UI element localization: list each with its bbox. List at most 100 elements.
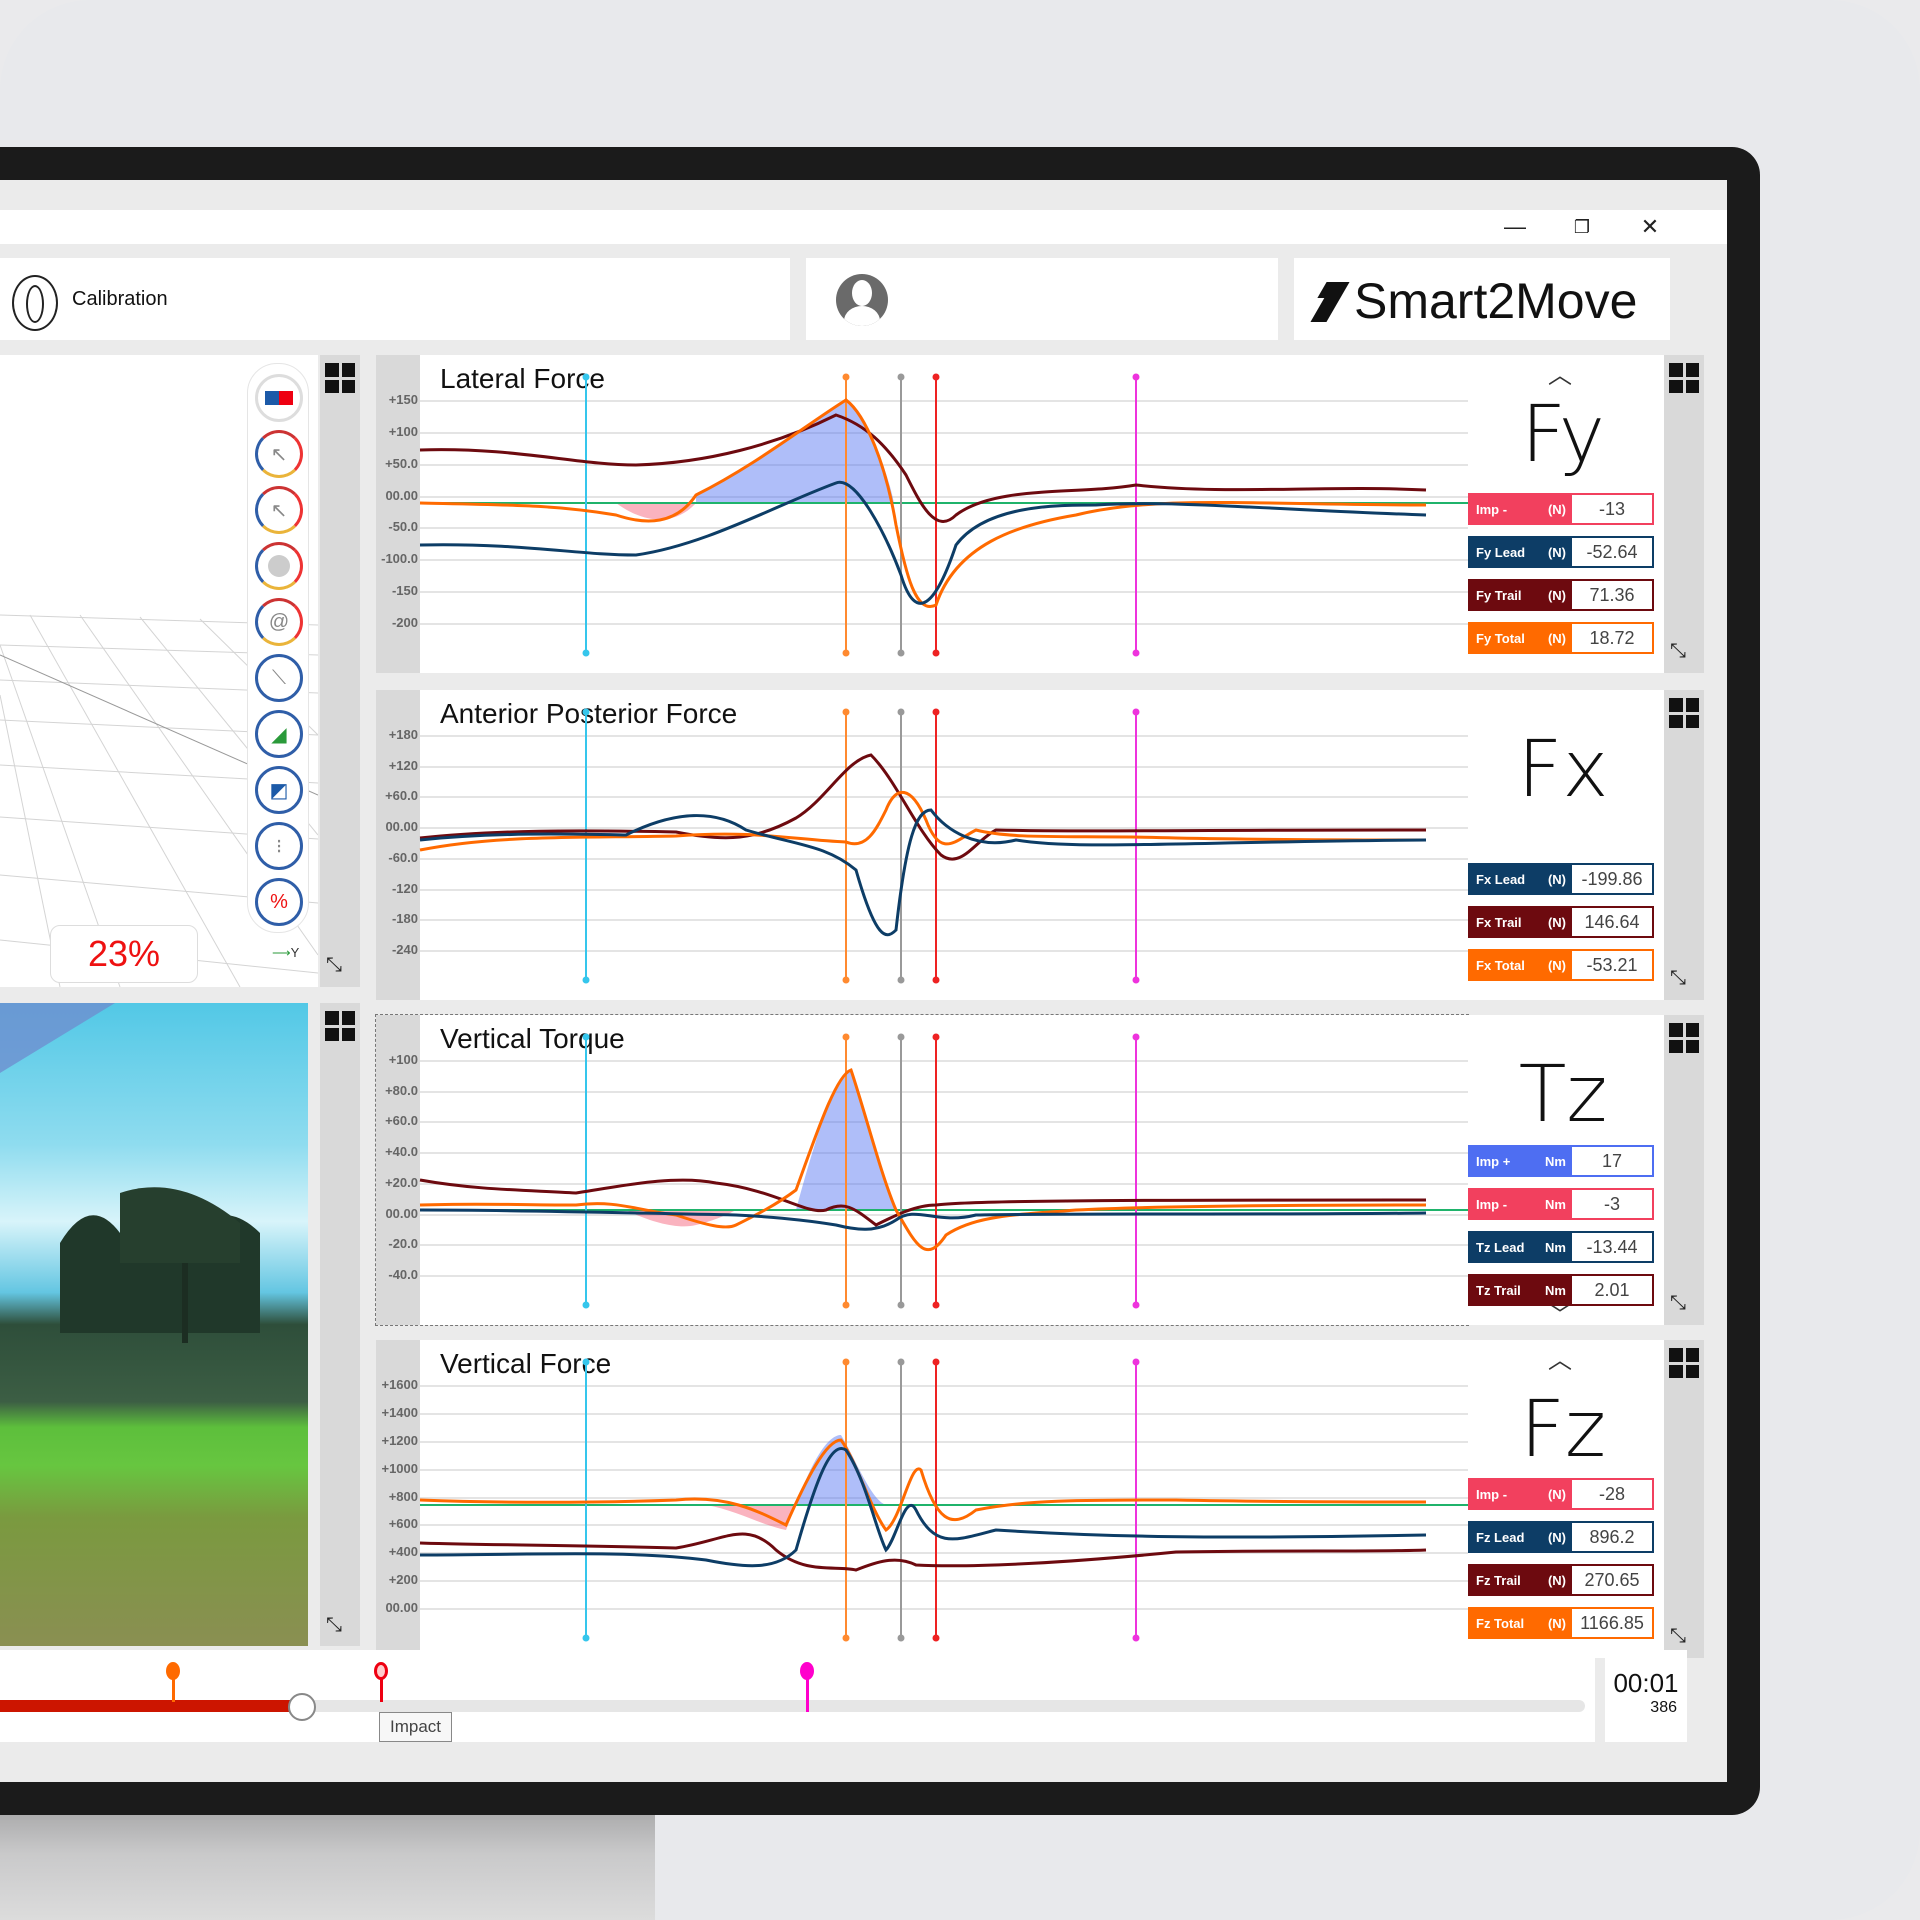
y-tick-label: +400: [388, 1544, 418, 1560]
chart-panel-tz[interactable]: Vertical Torque +100 +80.0 +60.0 +40.0 +20.0 0…: [375, 1014, 1469, 1326]
timeline[interactable]: Impact: [0, 1650, 1595, 1742]
grid-line: [420, 1608, 1468, 1610]
calibration-bar[interactable]: Calibration: [0, 258, 790, 340]
axis-symbol: Tz: [1518, 1050, 1608, 1140]
value-number: 270.65: [1572, 1566, 1652, 1594]
y-tick-label: -40.0: [388, 1267, 418, 1282]
y-tick-label: +80.0: [385, 1082, 418, 1098]
chart-side-strip: ⤡: [1664, 690, 1704, 1000]
y-tick-label: +1200: [381, 1432, 418, 1448]
minimize-button[interactable]: —: [1504, 214, 1526, 239]
value-unit: (N): [1547, 1572, 1566, 1588]
grid-line: [420, 888, 1468, 891]
value-number: 17: [1572, 1147, 1652, 1175]
video-frame: [0, 1003, 260, 1343]
value-unit: (N): [1547, 914, 1566, 930]
force-arrow-icon[interactable]: ↖: [255, 430, 303, 478]
segment-icon[interactable]: ⟍: [255, 654, 303, 702]
frame-value: 386: [1650, 1699, 1677, 1716]
grid-line: [420, 827, 1468, 830]
finish-marker[interactable]: [800, 1662, 814, 1712]
chart-panel-fy[interactable]: Lateral Force +150 +100 +50.0 00.00 -50.0 -100…: [376, 355, 1468, 673]
value-unit: (N): [1547, 1615, 1566, 1631]
value-number: -13: [1572, 495, 1652, 523]
layout-grid-icon[interactable]: [1669, 1023, 1699, 1053]
grid-line: [420, 950, 1468, 952]
chevron-up-icon[interactable]: ︿: [1548, 1347, 1572, 1374]
y-tick-label: -200: [391, 615, 418, 630]
close-button[interactable]: ✕: [1640, 214, 1660, 239]
value-row-total: Fy Total (N) 18.72: [1468, 622, 1654, 654]
value-number: 71.36: [1572, 581, 1652, 609]
value-label: Imp -: [1476, 1196, 1508, 1212]
expand-icon[interactable]: ⤡: [1670, 967, 1686, 989]
expand-icon[interactable]: ⤡: [326, 954, 342, 976]
impact-marker[interactable]: [374, 1662, 388, 1702]
value-row-imp_neg: Imp - Nm -3: [1468, 1188, 1654, 1220]
chart-panel-fz[interactable]: Vertical Force +1600 +1400 +1200 +1000 +800 +6…: [376, 1340, 1468, 1658]
layout-grid-icon[interactable]: [325, 1011, 355, 1041]
y-axis: [376, 690, 420, 1000]
viewer-3d[interactable]: ↖ ↖ @ ⟍ ◢ ◩ ⁝ % 23% ⟶Y: [0, 355, 318, 987]
grid-line: [420, 1121, 1468, 1124]
y-tick-label: 00.00: [385, 1205, 418, 1221]
value-unit: (N): [1547, 544, 1566, 560]
expand-icon[interactable]: ⤡: [1670, 1625, 1686, 1647]
y-tick-label: +40.0: [385, 1144, 418, 1160]
layout-grid-icon[interactable]: [1669, 1348, 1699, 1378]
values-panel-fz: Fz ︿ Imp - (N) -28 Fz Lead (N) 896.2 Fz Tra…: [1468, 1340, 1664, 1658]
grid-line: [420, 735, 1468, 737]
layout-grid-icon[interactable]: [1669, 363, 1699, 393]
timeline-scrubber[interactable]: [288, 1693, 316, 1721]
axis-gizmo: ⟶Y: [272, 945, 300, 960]
value-row-trail: Fz Trail (N) 270.65: [1468, 1564, 1654, 1596]
value-row-lead: Tz Lead Nm -13.44: [1468, 1231, 1654, 1263]
balance-icon[interactable]: ◩: [255, 766, 303, 814]
grid-line: [420, 400, 1468, 402]
percent-icon[interactable]: %: [255, 878, 303, 926]
y-tick-label: -240: [391, 942, 418, 957]
grid-line: [420, 1552, 1468, 1555]
expand-icon[interactable]: ⤡: [326, 1614, 342, 1636]
chart-plot: [419, 1033, 1468, 1309]
user-avatar-icon[interactable]: [836, 274, 888, 326]
value-number: -28: [1572, 1480, 1652, 1508]
chart-title: Vertical Torque: [440, 1023, 625, 1054]
grid-slope-icon[interactable]: ◢: [255, 710, 303, 758]
value-number: -52.64: [1572, 538, 1652, 566]
footprint-icon[interactable]: ⁝: [255, 822, 303, 870]
force-trail-icon[interactable]: ↖: [255, 486, 303, 534]
user-bar[interactable]: [806, 258, 1278, 340]
value-row-imp_neg: Imp - (N) -13: [1468, 493, 1654, 525]
chart-panel-fx[interactable]: Anterior Posterior Force +180 +120 +60.0 00.…: [376, 690, 1468, 1000]
values-panel-fx: Fx Fx Lead (N) -199.86 Fx Trail (N) 146.64…: [1468, 690, 1664, 1000]
axis-symbol: Fx: [1517, 725, 1609, 815]
chevron-up-icon[interactable]: ︿: [1548, 362, 1572, 389]
restore-button[interactable]: ❐: [1573, 216, 1591, 237]
logo-mark-icon: [1308, 280, 1350, 322]
y-axis: [376, 1015, 420, 1325]
value-label: Tz Trail: [1476, 1282, 1521, 1298]
y-tick-label: +120: [388, 757, 418, 773]
timeline-track[interactable]: [0, 1700, 1585, 1712]
value-unit: (N): [1547, 871, 1566, 887]
grid-line: [420, 1468, 1468, 1471]
layout-grid-icon[interactable]: [1669, 698, 1699, 728]
spiral-icon[interactable]: @: [255, 598, 303, 646]
layout-grid-icon[interactable]: [325, 363, 355, 393]
cop-dot-icon[interactable]: [255, 542, 303, 590]
monitor-bezel: — ❐ ✕ Calibration Smart2Move ↖ ↖: [0, 147, 1760, 1815]
y-tick-label: +20.0: [385, 1174, 418, 1190]
expand-icon[interactable]: ⤡: [1670, 1292, 1686, 1314]
chevron-down-icon[interactable]: ﹀: [1548, 1302, 1572, 1329]
expand-icon[interactable]: ⤡: [1670, 640, 1686, 662]
video-panel[interactable]: [0, 1003, 308, 1646]
grid-line: [420, 495, 1468, 498]
value-unit: Nm: [1545, 1282, 1566, 1298]
value-label: Fx Lead: [1476, 871, 1526, 887]
y-tick-label: -100.0: [381, 551, 418, 567]
value-row-imp_neg: Imp - (N) -28: [1468, 1478, 1654, 1510]
value-label: Fz Lead: [1476, 1529, 1525, 1545]
plates-icon[interactable]: [255, 374, 303, 422]
address-marker[interactable]: [166, 1662, 180, 1702]
